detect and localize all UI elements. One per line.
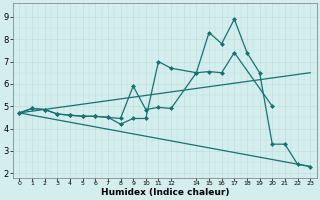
X-axis label: Humidex (Indice chaleur): Humidex (Indice chaleur): [100, 188, 229, 197]
